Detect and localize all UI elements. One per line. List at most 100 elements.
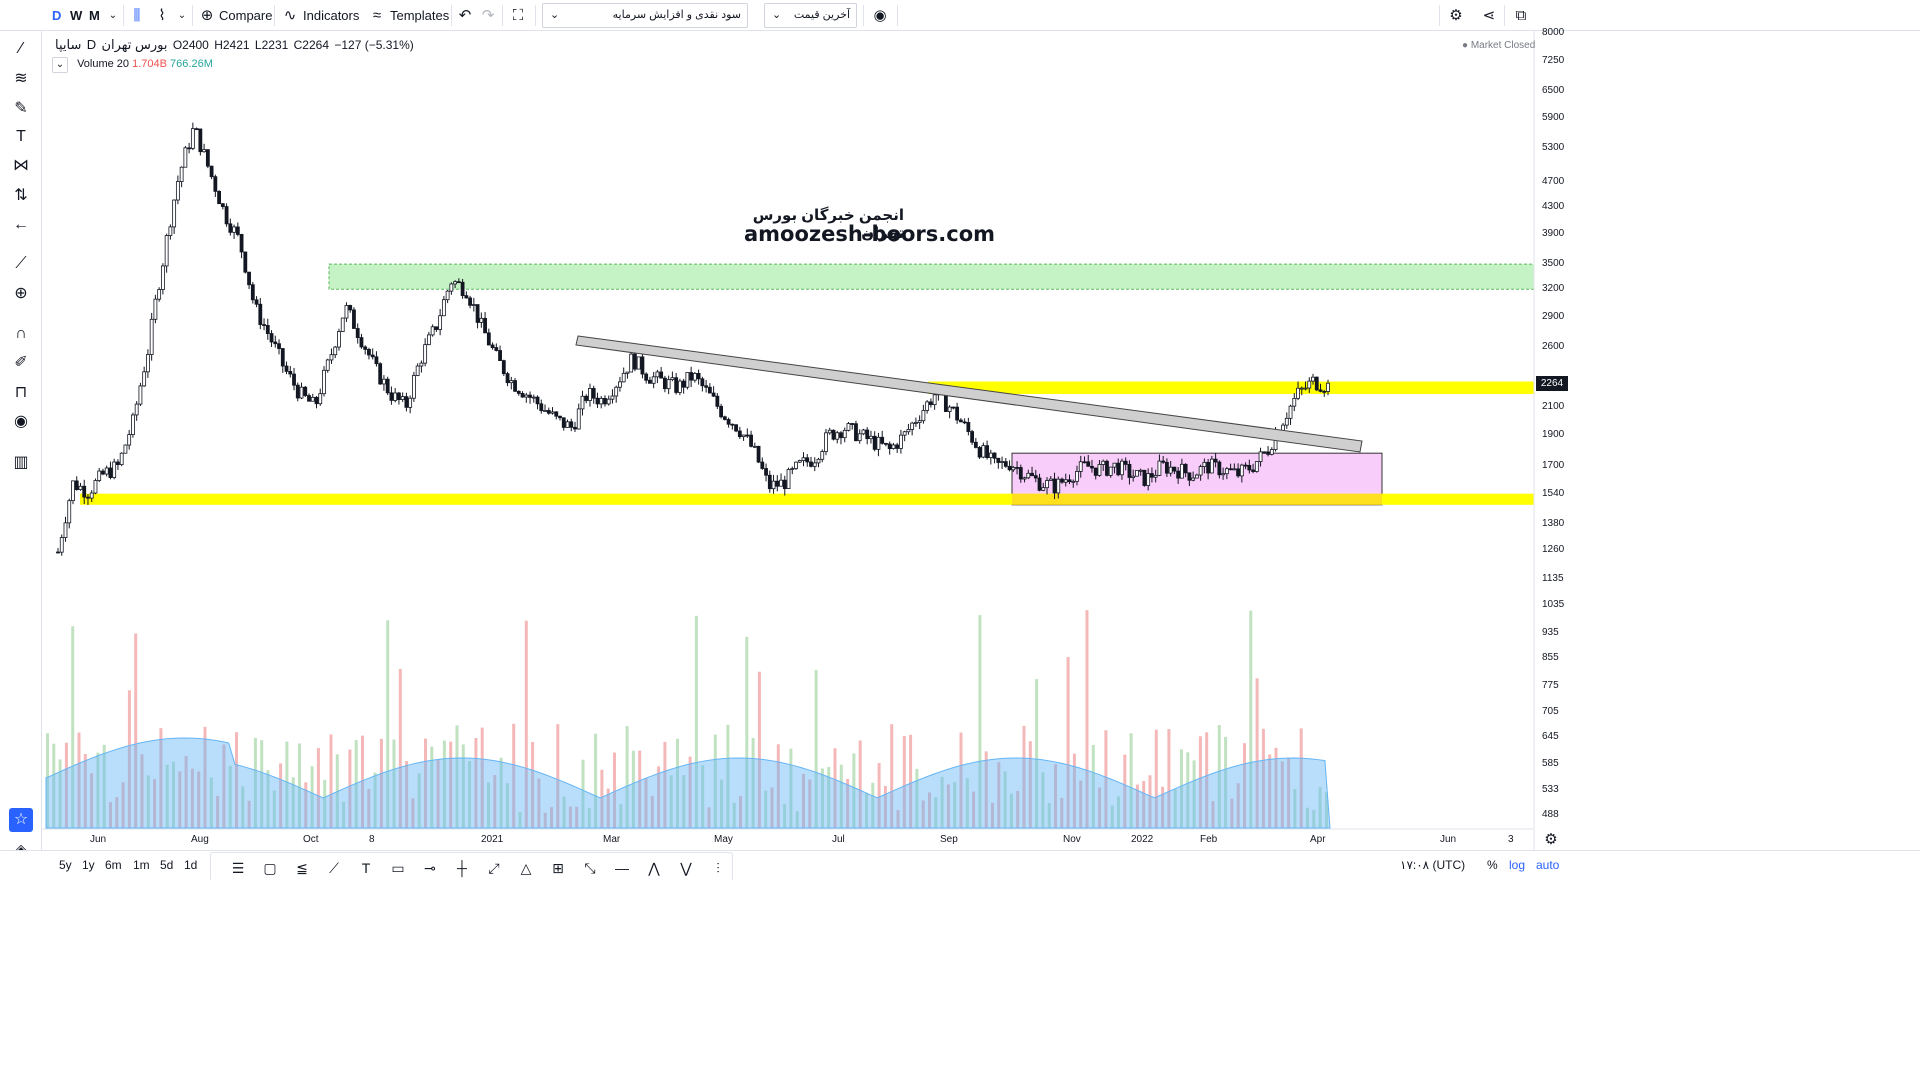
rectangle-icon[interactable]: ▢ bbox=[263, 860, 277, 876]
cross-line-icon[interactable]: ┼ bbox=[457, 860, 467, 876]
price-tick-label: 775 bbox=[1542, 679, 1559, 691]
trendline-tool-icon[interactable]: ⁄ bbox=[19, 40, 23, 57]
candle-body bbox=[715, 395, 720, 407]
share-icon[interactable]: ⋖ bbox=[1482, 7, 1496, 24]
back-arrow-icon[interactable]: ← bbox=[13, 216, 29, 233]
compare-plus-icon[interactable]: ⊕ bbox=[200, 7, 214, 24]
candle-body bbox=[928, 401, 933, 406]
ray-icon[interactable]: ⤢ bbox=[488, 860, 500, 876]
candle-body bbox=[426, 334, 431, 346]
parallel-channel-icon[interactable]: ≦ bbox=[296, 860, 308, 876]
candle-body bbox=[1112, 462, 1117, 468]
fib-tool-icon[interactable]: ≋ bbox=[14, 70, 28, 87]
pattern-tool-icon[interactable]: ⋈ bbox=[13, 157, 29, 174]
volume-bar bbox=[726, 724, 730, 828]
stay-drawing-icon[interactable]: ✐ bbox=[14, 354, 28, 371]
indicators-icon[interactable]: ∿ bbox=[283, 7, 297, 24]
candle-body bbox=[348, 305, 353, 311]
volume-bar bbox=[329, 734, 333, 828]
settings-sliders-icon[interactable]: ⫶ bbox=[716, 860, 720, 876]
triangle-icon[interactable]: △ bbox=[520, 860, 532, 876]
elliott-wave-icon[interactable]: ⋀ bbox=[648, 860, 660, 876]
log-toggle[interactable]: log bbox=[1509, 858, 1526, 872]
line-chart-icon[interactable]: ⌇ bbox=[158, 7, 166, 24]
price-type-dropdown[interactable]: آخرین قیمت ⌄ bbox=[764, 3, 857, 28]
interval-d-button[interactable]: D bbox=[52, 8, 62, 23]
volume-bar bbox=[361, 735, 364, 828]
candle-body bbox=[322, 369, 326, 395]
time-tick-label: 3 bbox=[1508, 834, 1514, 845]
range-5d-button[interactable]: 5d bbox=[160, 858, 174, 872]
candles-icon[interactable]: ⫼ bbox=[133, 7, 141, 24]
candle-body bbox=[1288, 405, 1293, 419]
price-tick-label: 488 bbox=[1542, 809, 1559, 820]
range-5y-button[interactable]: 5y bbox=[59, 858, 72, 872]
candle-body bbox=[382, 378, 386, 385]
eye-icon[interactable]: ◉ bbox=[873, 7, 887, 24]
volume-bar bbox=[253, 737, 257, 828]
zoom-in-icon[interactable]: ⊕ bbox=[14, 285, 28, 302]
magnet-icon[interactable]: ∩ bbox=[15, 325, 27, 342]
candle-body bbox=[273, 341, 278, 345]
volume-bar bbox=[1041, 772, 1045, 828]
range-1m-button[interactable]: 1m bbox=[133, 858, 150, 872]
horizontal-ray-icon[interactable]: ⊸ bbox=[424, 860, 436, 876]
extended-line-icon[interactable]: ⤡ bbox=[584, 860, 596, 876]
price-chart[interactable] bbox=[0, 0, 1920, 850]
price-axis[interactable]: 8000 7250 6500 5900 5300 4700 4300 3900 3500 3200… bbox=[1535, 27, 1570, 829]
range-1d-button[interactable]: 1d bbox=[184, 858, 198, 872]
volume-bar bbox=[1154, 729, 1158, 828]
price-tick-label: 1035 bbox=[1542, 598, 1565, 610]
price-tick-label: 1135 bbox=[1542, 572, 1564, 584]
candle-body bbox=[756, 445, 761, 463]
percent-toggle[interactable]: % bbox=[1487, 858, 1498, 872]
clock-time[interactable]: ۱۷:۰۸ (UTC) bbox=[1400, 858, 1466, 872]
redo-icon[interactable]: ↷ bbox=[481, 7, 495, 24]
interval-m-button[interactable]: M bbox=[89, 8, 100, 23]
eye-icon[interactable]: ◉ bbox=[14, 413, 28, 430]
trendline-icon[interactable]: ⟋ bbox=[329, 860, 339, 876]
favorites-star-icon[interactable]: ☆ bbox=[9, 808, 33, 832]
horizontal-lines-icon[interactable]: ☰ bbox=[231, 860, 245, 876]
indicators-button[interactable]: Indicators bbox=[303, 8, 360, 23]
candle-body bbox=[857, 433, 862, 442]
grid-icon[interactable]: ⊞ bbox=[552, 860, 564, 876]
volume-bar bbox=[940, 776, 944, 828]
horizontal-line-icon[interactable]: — bbox=[615, 860, 629, 876]
compare-button[interactable]: Compare bbox=[219, 8, 273, 23]
prediction-tool-icon[interactable]: ⇅ bbox=[14, 187, 28, 204]
volume-bar bbox=[537, 778, 541, 828]
candle-body bbox=[741, 434, 746, 438]
trash-icon[interactable]: ▥ bbox=[13, 454, 29, 471]
templates-button[interactable]: Templates bbox=[390, 8, 450, 23]
fullscreen-icon[interactable]: ⛶ bbox=[512, 7, 524, 24]
gear-icon[interactable]: ⚙ bbox=[1544, 831, 1558, 848]
dividends-dropdown[interactable]: سود نقدی و افزایش سرمایه ⌄ bbox=[542, 3, 748, 28]
range-6m-button[interactable]: 6m bbox=[105, 858, 122, 872]
interval-w-button[interactable]: W bbox=[70, 8, 83, 23]
undo-icon[interactable]: ↶ bbox=[458, 7, 472, 24]
callout-icon[interactable]: ▭ bbox=[391, 860, 405, 876]
volume-bar bbox=[1009, 793, 1013, 828]
candle-body bbox=[696, 372, 701, 380]
symbol-legend[interactable]: سایپا D بورس تهران O2400 H2421 L2231 C22… bbox=[55, 37, 416, 53]
lock-icon[interactable]: ⊓ bbox=[14, 384, 28, 401]
brush-tool-icon[interactable]: ✎ bbox=[14, 100, 28, 117]
range-1y-button[interactable]: 1y bbox=[82, 858, 95, 872]
candle-body bbox=[441, 299, 446, 317]
chevron-down-icon[interactable]: ⌄ bbox=[177, 10, 187, 21]
ruler-icon[interactable]: ⟋ bbox=[15, 255, 27, 272]
abc-pattern-icon[interactable]: ⋁ bbox=[680, 860, 692, 876]
collapse-chevron-icon[interactable]: ⌄ bbox=[52, 57, 68, 73]
gear-icon[interactable]: ⚙ bbox=[1449, 7, 1463, 24]
templates-icon[interactable]: ≈ bbox=[372, 7, 382, 24]
time-axis[interactable]: Jun Aug Oct 8 2021 Mar May Jul Sep Nov 2022 Feb Apr J… bbox=[42, 830, 1534, 850]
volume-bar bbox=[1324, 792, 1328, 828]
text-tool-icon[interactable]: T bbox=[16, 128, 26, 145]
volume-legend[interactable]: ⌄ Volume 20 1.704B 766.26M bbox=[52, 57, 213, 73]
text-icon[interactable]: T bbox=[361, 860, 371, 876]
chevron-down-icon[interactable]: ⌄ bbox=[108, 10, 118, 21]
snapshot-icon[interactable]: ⧉ bbox=[1515, 7, 1527, 24]
auto-toggle[interactable]: auto bbox=[1536, 858, 1560, 872]
candle-body bbox=[955, 406, 960, 421]
